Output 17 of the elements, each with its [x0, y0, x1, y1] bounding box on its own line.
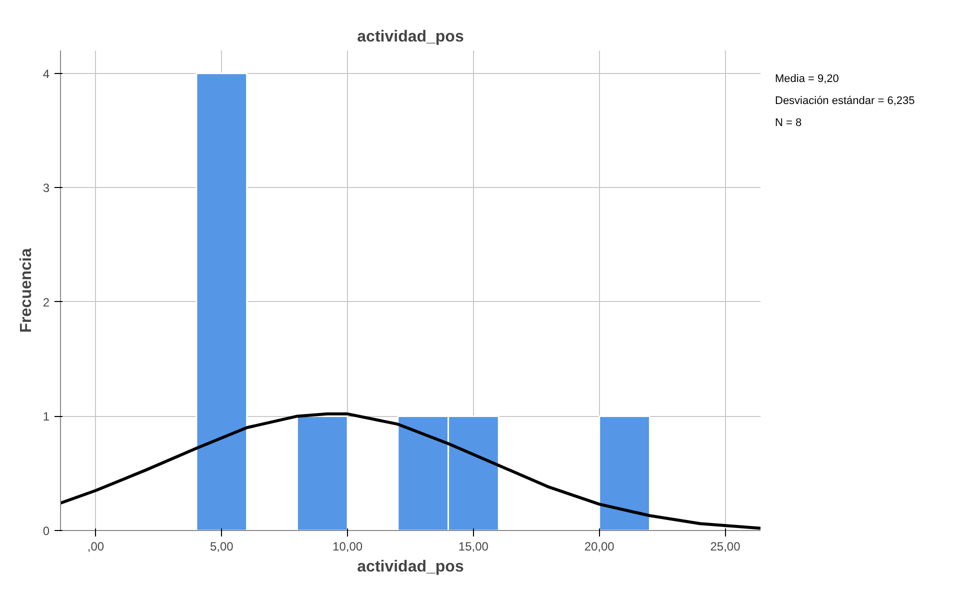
y-tick-label: 1 [42, 410, 50, 424]
chart-title: actividad_pos [357, 28, 464, 46]
x-axis-title: actividad_pos [357, 558, 464, 576]
text: Desviación estándar = 6,235 [775, 95, 915, 107]
y-tick-label: 2 [42, 295, 50, 310]
x-tick-label: 15,00 [458, 540, 489, 554]
text: N = 8 [775, 117, 802, 129]
x-tick-label: ,00 [87, 540, 104, 554]
x-tick-label: 5,00 [210, 540, 234, 554]
y-axis-title: Frecuencia [18, 248, 35, 333]
y-tick-label: 3 [42, 181, 50, 196]
x-tick-label: 10,00 [332, 540, 363, 554]
y-tick-label: 4 [42, 66, 50, 81]
y-tick-label: 0 [42, 524, 50, 538]
x-tick-label: 20,00 [584, 540, 615, 554]
text: Media = 9,20 [775, 73, 839, 85]
x-tick-label: 25,00 [710, 540, 741, 554]
